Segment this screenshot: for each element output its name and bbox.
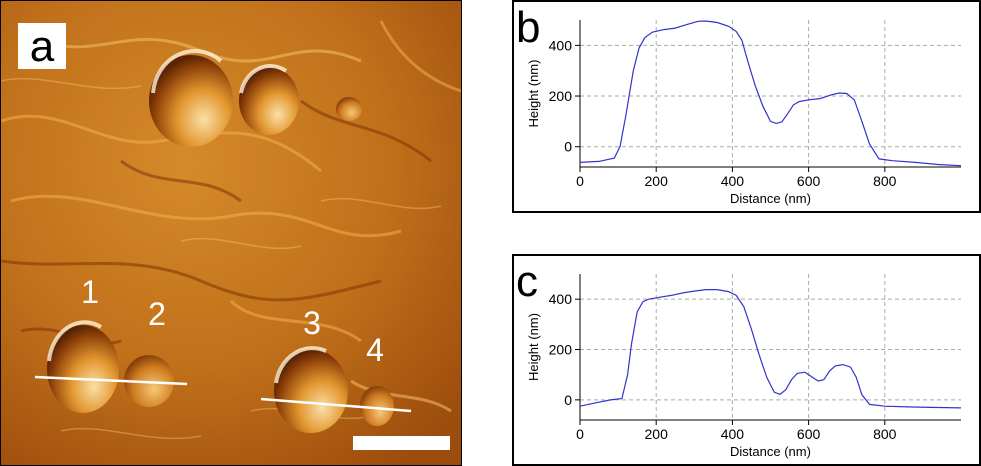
chart-b-x-tick-label-1: 200 xyxy=(645,173,669,189)
chart-c-x-tick-label-2: 400 xyxy=(721,426,745,442)
afm-image: a 1 2 3 4 xyxy=(1,1,461,465)
particle-1 xyxy=(47,325,119,413)
chart-b-x-tick-label-4: 800 xyxy=(873,173,897,189)
chart-b-y-tick-label-1: 200 xyxy=(549,88,573,104)
afm-image-panel: a 1 2 3 4 xyxy=(0,0,462,466)
particle-label-2: 2 xyxy=(148,296,166,332)
chart-b-y-tick-label-0: 0 xyxy=(564,139,572,155)
height-profile-chart-b: 0 200 400 600 800 0 200 400 Distance (nm) Height … xyxy=(512,0,981,213)
chart-b-y-tick-label-2: 400 xyxy=(549,37,573,53)
chart-c-y-axis-label: Height (nm) xyxy=(526,313,541,381)
panel-a-label-box xyxy=(18,23,66,69)
scale-bar xyxy=(353,436,450,450)
particle-label-3: 3 xyxy=(303,305,321,341)
particle-3 xyxy=(274,349,348,433)
particle-label-1: 1 xyxy=(81,274,99,310)
chart-c-x-tick-label-4: 800 xyxy=(873,426,897,442)
chart-b-x-axis-label: Distance (nm) xyxy=(730,191,811,206)
chart-c-y-tick-label-2: 400 xyxy=(549,291,573,307)
chart-c-y-tick-label-0: 0 xyxy=(564,392,572,408)
panel-a-letter: a xyxy=(30,22,55,71)
chart-b-x-tick-label-2: 400 xyxy=(721,173,745,189)
upper-particle-2 xyxy=(239,67,299,135)
height-profile-chart-c: 0 200 400 600 800 0 200 400 Distance (nm) Height … xyxy=(512,254,981,466)
chart-c-x-tick-label-0: 0 xyxy=(576,426,584,442)
chart-c-canvas: 0 200 400 600 800 0 200 400 Distance (nm) Height … xyxy=(526,274,962,459)
particle-label-4: 4 xyxy=(366,332,384,368)
chart-c-x-axis-label: Distance (nm) xyxy=(730,444,811,459)
chart-c-x-tick-label-3: 600 xyxy=(797,426,821,442)
panel-c-letter: c xyxy=(516,257,538,306)
chart-b-y-axis-label: Height (nm) xyxy=(526,60,541,128)
profile-line-b xyxy=(34,375,188,386)
chart-b-canvas: 0 200 400 600 800 0 200 400 Distance (nm) Height … xyxy=(526,20,962,206)
chart-c-x-tick-label-1: 200 xyxy=(645,426,669,442)
profile-line-c xyxy=(260,397,412,413)
particle-4 xyxy=(360,386,394,426)
upper-particle-3 xyxy=(336,97,362,121)
upper-particle-1 xyxy=(149,55,233,147)
chart-b-x-tick-label-0: 0 xyxy=(576,173,584,189)
chart-b-series-line-0 xyxy=(579,20,962,167)
panel-b-letter: b xyxy=(516,3,541,52)
chart-c-y-tick-label-1: 200 xyxy=(549,342,573,358)
chart-c-series-line-0 xyxy=(579,288,962,409)
chart-b-x-tick-label-3: 600 xyxy=(797,173,821,189)
